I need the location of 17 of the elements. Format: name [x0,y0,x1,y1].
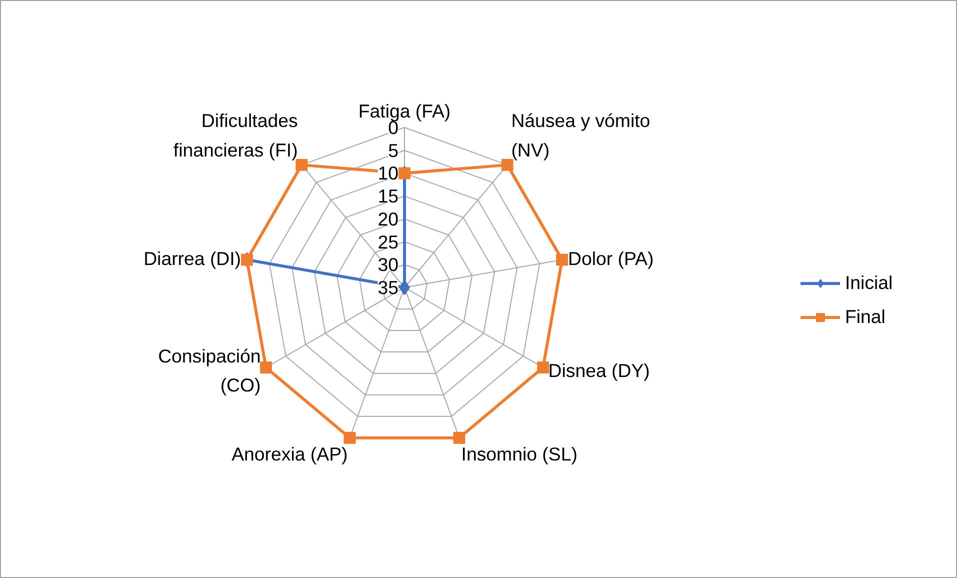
y-tick-label: 15 [378,186,399,207]
spoke-label: Dolor (PA) [568,248,654,270]
spoke-label: Insomnio (SL) [461,443,578,464]
y-tick-label: 5 [388,140,399,161]
legend-label: Inicial [845,272,893,294]
y-tick-label: 10 [378,162,399,184]
spoke-label: Náusea y vómito (NV) [511,110,650,160]
spoke-label: Dificultades financieras (FI) [173,110,298,160]
spoke-label: Anorexia (AP) [232,443,348,464]
y-tick-label: 20 [378,208,399,230]
spoke-label: Consipación (CO) [158,345,261,396]
y-tick-label: 30 [378,254,399,276]
legend-label: Final [845,306,886,328]
spoke-label: Disnea (DY) [548,360,650,381]
y-tick-label: 25 [378,231,399,252]
y-tick-label: 35 [378,277,399,298]
spoke-label: Diarrea (DI) [144,248,242,270]
